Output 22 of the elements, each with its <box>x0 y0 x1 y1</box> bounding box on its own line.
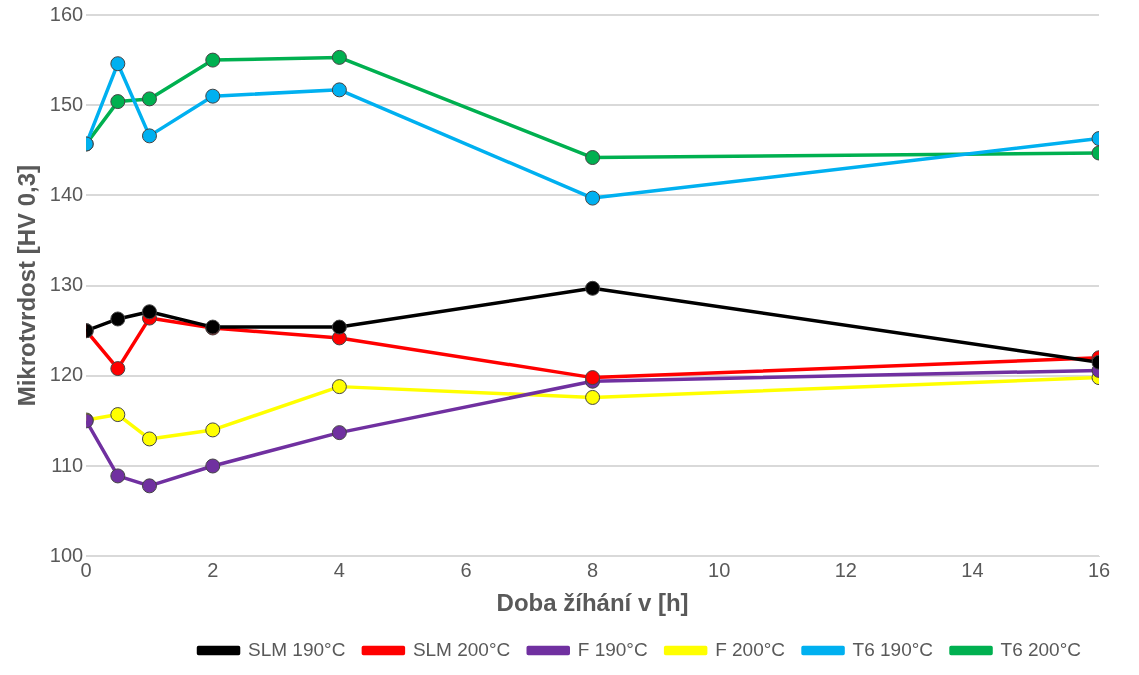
y-tick-label: 120 <box>49 363 84 386</box>
legend-label: SLM 200°C <box>412 638 511 660</box>
y-tick-label: 160 <box>49 2 84 25</box>
y-tick-label: 130 <box>49 273 84 296</box>
y-axis-title: Mikrotvrdost [HV 0,3] <box>13 164 41 407</box>
x-tick-label: 12 <box>834 558 857 581</box>
x-tick-label: 2 <box>207 558 219 581</box>
legend-label: T6 190°C <box>852 638 934 660</box>
y-tick-label: 140 <box>49 182 84 205</box>
x-tick-label: 10 <box>708 558 731 581</box>
legend-label: F 200°C <box>715 638 786 660</box>
x-tick-label: 14 <box>961 558 984 581</box>
legend-label: F 190°C <box>577 638 648 660</box>
y-tick-label: 150 <box>49 92 84 115</box>
x-tick-label: 16 <box>1087 558 1111 581</box>
x-axis-title: Doba žíhání v [h] <box>496 589 689 617</box>
legend-label: T6 200°C <box>1000 638 1082 660</box>
x-tick-label: 8 <box>587 558 599 581</box>
x-tick-label: 4 <box>333 558 345 581</box>
x-tick-label: 6 <box>460 558 472 581</box>
y-tick-label: 110 <box>51 453 84 476</box>
legend-label: SLM 190°C <box>248 638 346 660</box>
